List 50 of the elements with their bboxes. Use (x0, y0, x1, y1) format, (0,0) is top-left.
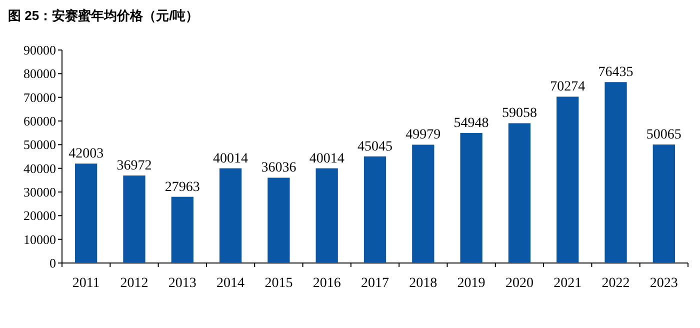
x-tick-label: 2021 (554, 276, 582, 291)
y-tick-label: 70000 (24, 90, 56, 105)
data-label: 27963 (164, 180, 200, 195)
data-label: 36972 (116, 158, 152, 174)
y-tick-label: 40000 (24, 160, 56, 176)
x-tick-label: 2014 (216, 276, 245, 291)
y-tick-label: 30000 (24, 184, 56, 200)
y-tick-label: 60000 (24, 114, 56, 128)
x-tick-label: 2019 (457, 276, 486, 291)
x-tick-label: 2015 (264, 276, 293, 291)
data-label: 36036 (261, 160, 296, 176)
bar (268, 178, 290, 263)
data-label: 70274 (550, 80, 586, 95)
bar (508, 123, 531, 263)
bar (460, 132, 482, 263)
y-tick-label: 20000 (24, 208, 56, 224)
y-tick-label: 0 (50, 256, 56, 270)
bar (604, 82, 627, 263)
bar (364, 156, 386, 263)
y-tick-label: 10000 (24, 232, 56, 247)
chart-title: 图 25：安赛蜜年均价格（元/吨） (8, 8, 199, 23)
data-label: 40014 (213, 151, 248, 166)
bar (219, 168, 242, 263)
bar (652, 144, 675, 263)
x-tick-label: 2023 (650, 276, 678, 291)
bar (556, 96, 579, 263)
y-tick-label: 80000 (24, 66, 56, 82)
x-tick-label: 2020 (505, 276, 534, 291)
data-label: 50065 (646, 128, 682, 143)
x-tick-label: 2013 (168, 276, 196, 291)
bar (123, 176, 146, 263)
data-label: 59058 (502, 106, 537, 122)
data-label: 54948 (454, 116, 489, 131)
data-label: 76435 (598, 65, 634, 80)
bar (171, 196, 194, 263)
x-tick-label: 2022 (602, 276, 630, 291)
y-tick-label: 50000 (24, 137, 56, 152)
bar (75, 164, 98, 263)
y-tick-label: 90000 (24, 42, 56, 58)
x-tick-label: 2017 (361, 276, 389, 291)
x-tick-label: 2011 (72, 276, 100, 291)
data-label: 45045 (358, 139, 392, 154)
x-tick-label: 2012 (120, 276, 148, 291)
data-label: 40014 (309, 151, 344, 166)
data-label: 49979 (406, 128, 441, 143)
data-label: 42003 (68, 146, 104, 162)
bar (412, 144, 434, 263)
x-tick-label: 2016 (312, 276, 341, 291)
x-tick-label: 2018 (409, 276, 438, 291)
bar (316, 168, 338, 263)
